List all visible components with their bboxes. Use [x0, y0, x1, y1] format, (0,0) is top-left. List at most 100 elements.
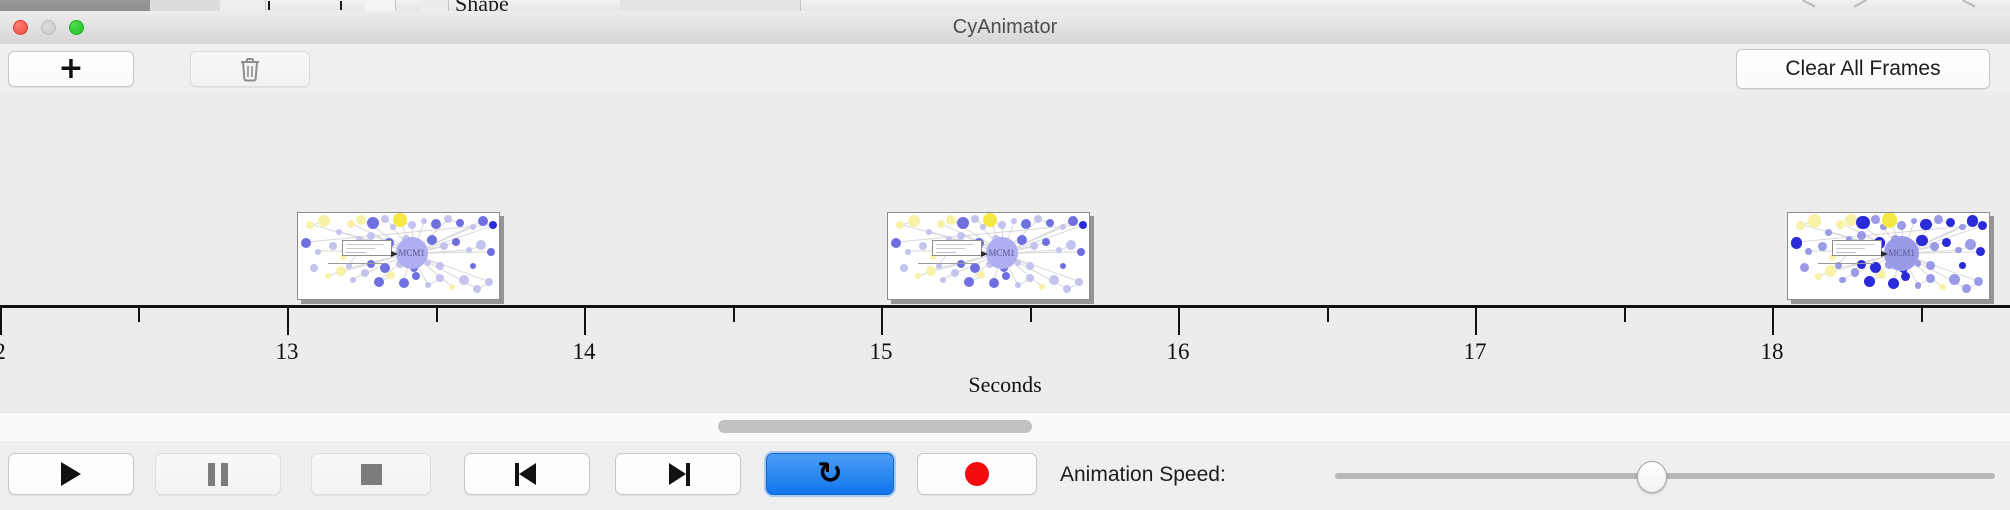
- timeline-tick-major: [584, 308, 586, 335]
- network-node: [1026, 274, 1035, 283]
- maximize-button[interactable]: [69, 20, 84, 35]
- network-node: [1887, 277, 1900, 289]
- network-node: [367, 260, 376, 269]
- network-tooltip-text-line: [346, 244, 384, 245]
- pause-button[interactable]: [155, 453, 281, 495]
- network-node: [424, 260, 431, 267]
- pause-icon: [208, 462, 228, 486]
- network-node: [1914, 281, 1922, 289]
- network-node: [355, 236, 362, 243]
- clear-all-frames-button[interactable]: Clear All Frames: [1736, 49, 1990, 89]
- network-node: [1067, 215, 1078, 226]
- network-node: [1021, 219, 1032, 230]
- animation-speed-slider-thumb[interactable]: [1637, 461, 1667, 493]
- network-node: [1055, 246, 1062, 253]
- background-segment: [620, 0, 801, 11]
- network-node: [957, 216, 970, 229]
- background-segment: [365, 0, 396, 11]
- network-node: [310, 263, 319, 272]
- timeline-tick-minor: [138, 308, 140, 322]
- network-node: [407, 221, 416, 230]
- network-node: [1914, 259, 1922, 267]
- timeline-tick-major: [1772, 308, 1774, 335]
- record-button[interactable]: [917, 453, 1037, 495]
- network-node: [945, 215, 956, 226]
- animation-speed-slider[interactable]: [1335, 461, 1995, 493]
- network-node: [1030, 242, 1039, 251]
- network-node: [339, 254, 346, 260]
- stop-button[interactable]: [311, 453, 431, 495]
- network-node: [1845, 236, 1853, 243]
- timeline-panel[interactable]: MCM1 MCM1 MCM1 2 13 14 15 16 17 18 Seconds: [0, 92, 2010, 412]
- network-node: [1901, 271, 1911, 281]
- network-node: [1807, 214, 1822, 228]
- timeline-frame-thumbnail[interactable]: MCM1: [887, 212, 1090, 300]
- network-tooltip-text-line: [936, 244, 974, 245]
- network-node: [484, 277, 493, 286]
- network-node: [426, 235, 437, 246]
- network-node: [1948, 274, 1961, 286]
- timeline-tick-major: [1475, 308, 1477, 335]
- title-bar[interactable]: CyAnimator: [0, 11, 2010, 45]
- network-node: [982, 213, 997, 228]
- skip-back-button[interactable]: [464, 453, 590, 495]
- network-node: [1925, 273, 1935, 283]
- frame-toolbar: + Clear All Frames: [0, 44, 2010, 93]
- timeline-tick-minor: [1624, 308, 1626, 322]
- network-node: [380, 262, 391, 273]
- timeline-tick-label: 18: [1760, 339, 1784, 364]
- background-glyph: [340, 1, 352, 10]
- timeline-frame-thumbnail[interactable]: MCM1: [297, 212, 500, 300]
- background-segment: [150, 0, 221, 11]
- traffic-light-group: [13, 20, 84, 35]
- background-glyph: [268, 1, 280, 10]
- close-button[interactable]: [13, 20, 28, 35]
- network-node: [325, 273, 332, 280]
- network-tooltip-pointer-icon: [1881, 251, 1888, 257]
- network-node: [1016, 235, 1027, 246]
- network-tooltip-text-line: [1836, 244, 1874, 245]
- timeline-tick-label: 15: [869, 339, 893, 364]
- loop-button[interactable]: ↻: [766, 453, 894, 495]
- timeline-tick-label: 2: [0, 339, 6, 364]
- network-node: [488, 221, 497, 230]
- add-frame-button[interactable]: +: [8, 51, 134, 87]
- network-node: [997, 221, 1006, 230]
- network-node: [328, 242, 337, 251]
- network-tooltip-box: [1832, 240, 1882, 256]
- network-node: [1042, 238, 1051, 247]
- network-node: [456, 218, 465, 227]
- network-node: [315, 248, 322, 255]
- network-tooltip-text-line: [1836, 248, 1865, 249]
- network-node: [1959, 223, 1966, 231]
- network-node: [465, 246, 472, 253]
- network-node: [891, 237, 902, 248]
- background-glyph: [1958, 0, 1976, 11]
- timeline-tick-major: [881, 308, 883, 335]
- network-annotation-label: [1818, 263, 1874, 264]
- network-node: [1856, 215, 1870, 230]
- network-node: [1876, 270, 1886, 280]
- delete-frame-button[interactable]: [190, 51, 310, 87]
- skip-forward-button[interactable]: [615, 453, 741, 495]
- network-node: [1818, 241, 1827, 251]
- network-node: [964, 276, 975, 287]
- network-node: [1929, 241, 1939, 251]
- timeline-scrollbar-thumb[interactable]: [718, 420, 1032, 433]
- network-node: [935, 262, 942, 269]
- minimize-button[interactable]: [41, 20, 56, 35]
- timeline-tick-label: 17: [1463, 339, 1487, 364]
- network-node: [335, 229, 342, 236]
- network-tooltip-text-line: [936, 252, 956, 253]
- background-dark-panel: [0, 0, 150, 11]
- timeline-scrollbar[interactable]: [0, 412, 2010, 442]
- network-node: [1869, 261, 1881, 274]
- network-node: [345, 262, 352, 269]
- loop-icon: ↻: [817, 456, 843, 491]
- timeline-tick-minor: [1921, 308, 1923, 322]
- background-glyph: [1853, 0, 1871, 11]
- play-button[interactable]: [8, 453, 134, 495]
- timeline-frame-thumbnail[interactable]: MCM1: [1787, 212, 1990, 300]
- network-node: [1034, 215, 1043, 224]
- network-node: [1014, 260, 1021, 267]
